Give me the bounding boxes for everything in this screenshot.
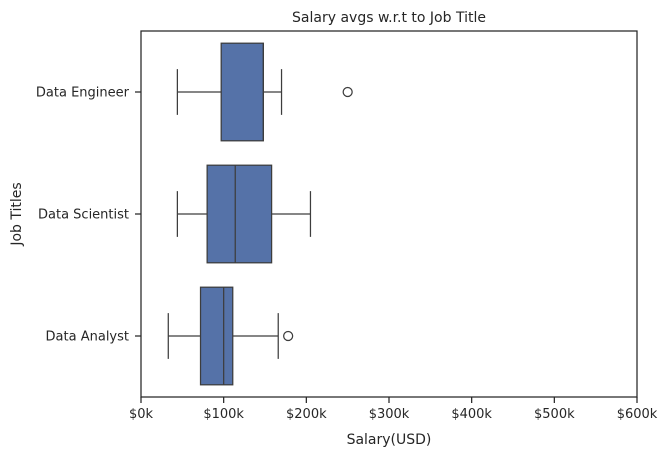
- box-group-data-analyst: [167, 286, 294, 386]
- outlier-point: [342, 86, 353, 98]
- x-axis-label: Salary(USD): [347, 432, 432, 448]
- x-tick-label: $600k: [617, 407, 658, 422]
- y-axis-label: Job Titles: [9, 182, 25, 246]
- box-group-data-scientist: [176, 164, 312, 264]
- outlier-point: [283, 330, 294, 342]
- x-tick-label: $0k: [129, 407, 154, 422]
- x-tick-label: $300k: [369, 407, 410, 422]
- iqr-box: [206, 164, 273, 264]
- y-tick-label: Data Analyst: [46, 330, 129, 345]
- box-group-data-engineer: [176, 42, 353, 142]
- y-axis: Data Engineer Data Scientist Data Analyst: [36, 86, 141, 345]
- y-tick-label: Data Scientist: [38, 208, 129, 223]
- x-tick-label: $500k: [534, 407, 575, 422]
- iqr-box: [199, 286, 234, 386]
- iqr-box: [220, 42, 264, 142]
- y-tick-label: Data Engineer: [36, 86, 130, 101]
- chart-title: Salary avgs w.r.t to Job Title: [292, 10, 486, 26]
- x-axis: $0k $100k $200k $300k $400k $500k $600k: [129, 397, 658, 422]
- x-tick-label: $200k: [286, 407, 327, 422]
- x-tick-label: $400k: [451, 407, 492, 422]
- plot-area: [167, 42, 353, 386]
- x-tick-label: $100k: [203, 407, 244, 422]
